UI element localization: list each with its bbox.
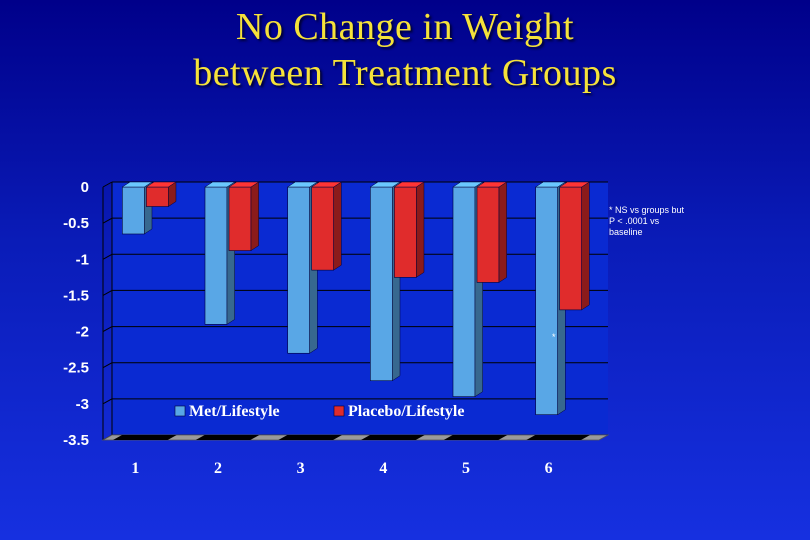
bar-met: [287, 186, 310, 354]
x-tick-label: 5: [462, 460, 470, 477]
legend-label-met: Met/Lifestyle: [189, 403, 280, 420]
floor-band: [195, 435, 260, 440]
y-tick-label: -1: [76, 251, 89, 268]
y-tick-label: -2.5: [63, 360, 89, 377]
y-tick-label: -3: [76, 396, 89, 413]
legend-swatch-met: [174, 405, 186, 417]
bar-met: [370, 186, 393, 382]
gridline-depth: [102, 289, 113, 296]
x-tick-label: 1: [131, 460, 139, 477]
bar-placebo: [228, 186, 252, 251]
floor-band: [526, 435, 590, 440]
gridline-depth: [102, 217, 113, 224]
bar-side-placebo: [416, 181, 425, 278]
bar-top-placebo: [228, 181, 260, 188]
bar-top-met: [534, 181, 567, 188]
bar-side-placebo: [250, 181, 259, 252]
bar-placebo: [559, 186, 582, 311]
bar-top-met: [452, 181, 484, 188]
y-tick-label: -3.5: [63, 432, 89, 449]
y-tick-label: -0.5: [63, 215, 89, 232]
bar-top-placebo: [476, 181, 508, 188]
x-tick-label: 4: [379, 460, 387, 477]
y-tick-label: -2: [76, 324, 89, 341]
footnote-line: * NS vs groups but: [609, 205, 685, 215]
bar-top-placebo: [310, 181, 343, 188]
gridline-depth: [102, 181, 113, 188]
bar-met: [535, 186, 558, 415]
floor-band: [361, 435, 425, 440]
x-tick-label: 2: [214, 460, 222, 477]
bar-top-met: [121, 181, 153, 188]
bar-placebo: [311, 186, 334, 271]
bar-met: [204, 186, 228, 325]
bar-side-placebo: [581, 181, 590, 311]
bar-met: [122, 186, 145, 235]
x-tick-label: 3: [297, 460, 305, 477]
floor-band: [278, 435, 342, 440]
bar-top-met: [286, 181, 319, 188]
bar-top-placebo: [145, 181, 177, 188]
gridline-depth: [102, 253, 113, 260]
significance-marker: *: [552, 332, 556, 342]
bar-placebo: [394, 186, 417, 278]
bar-placebo: [146, 186, 169, 207]
bar-top-placebo: [558, 181, 591, 188]
bar-side-placebo: [333, 181, 342, 271]
chart-title-line-1: No Change in Weight: [235, 6, 575, 48]
bar-placebo: [476, 186, 500, 283]
bar-met: [452, 186, 476, 397]
bar-side-placebo: [498, 181, 507, 283]
bar-top-placebo: [393, 181, 425, 188]
footnote-line: baseline: [609, 227, 643, 237]
legend-label-placebo: Placebo/Lifestyle: [348, 403, 464, 420]
legend-swatch-placebo: [333, 405, 345, 417]
chart-title: No Change in Weight between Treatment Gr…: [0, 4, 810, 96]
gridline-depth: [102, 398, 113, 405]
floor-band: [113, 435, 177, 440]
x-tick-label: 6: [545, 460, 553, 477]
gridline-depth: [102, 362, 113, 369]
y-tick-label: -1.5: [63, 287, 89, 304]
y-tick-label: 0: [81, 179, 89, 196]
chart-title-line-2: between Treatment Groups: [193, 52, 617, 94]
footnote-line: P < .0001 vs: [609, 216, 660, 226]
bar-top-met: [204, 181, 236, 188]
plot-back-wall: [112, 182, 608, 435]
floor-band: [443, 435, 508, 440]
gridline-depth: [102, 326, 113, 333]
bar-top-met: [369, 181, 401, 188]
